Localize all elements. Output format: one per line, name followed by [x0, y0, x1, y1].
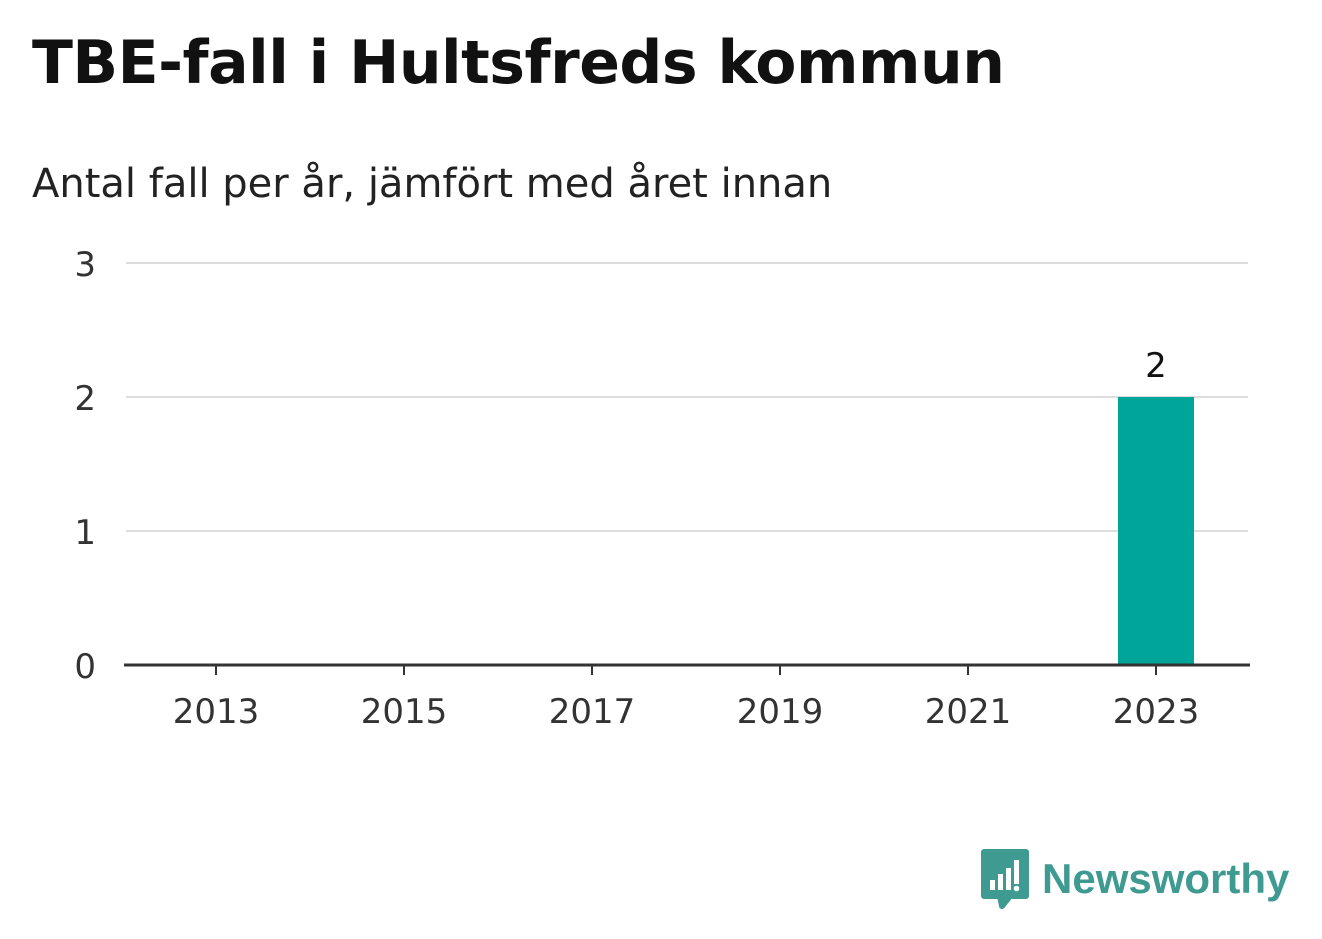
x-tick-label-2019: 2019: [737, 692, 824, 732]
data-label-2023: 2: [1145, 346, 1167, 386]
bar-chart-speech-bubble-icon: [981, 849, 1029, 909]
bar-2023: [1118, 397, 1194, 665]
x-tick-label-2017: 2017: [549, 692, 636, 732]
y-tick-label-1: 1: [74, 513, 96, 553]
y-tick-label-2: 2: [74, 379, 96, 419]
brand-name: Newsworthy: [1042, 855, 1290, 902]
newsworthy-logo: Newsworthy: [980, 848, 1289, 910]
chart-title: TBE-fall i Hultsfreds kommun: [32, 28, 1005, 98]
x-tick-label-2021: 2021: [925, 692, 1012, 732]
y-tick-label-0: 0: [74, 647, 96, 687]
x-tick-label-2013: 2013: [173, 692, 260, 732]
x-tick-label-2023: 2023: [1113, 692, 1200, 732]
x-tick-label-2015: 2015: [361, 692, 448, 732]
y-tick-label-3: 3: [74, 245, 96, 285]
chart-subtitle: Antal fall per år, jämfört med året inna…: [32, 161, 833, 207]
